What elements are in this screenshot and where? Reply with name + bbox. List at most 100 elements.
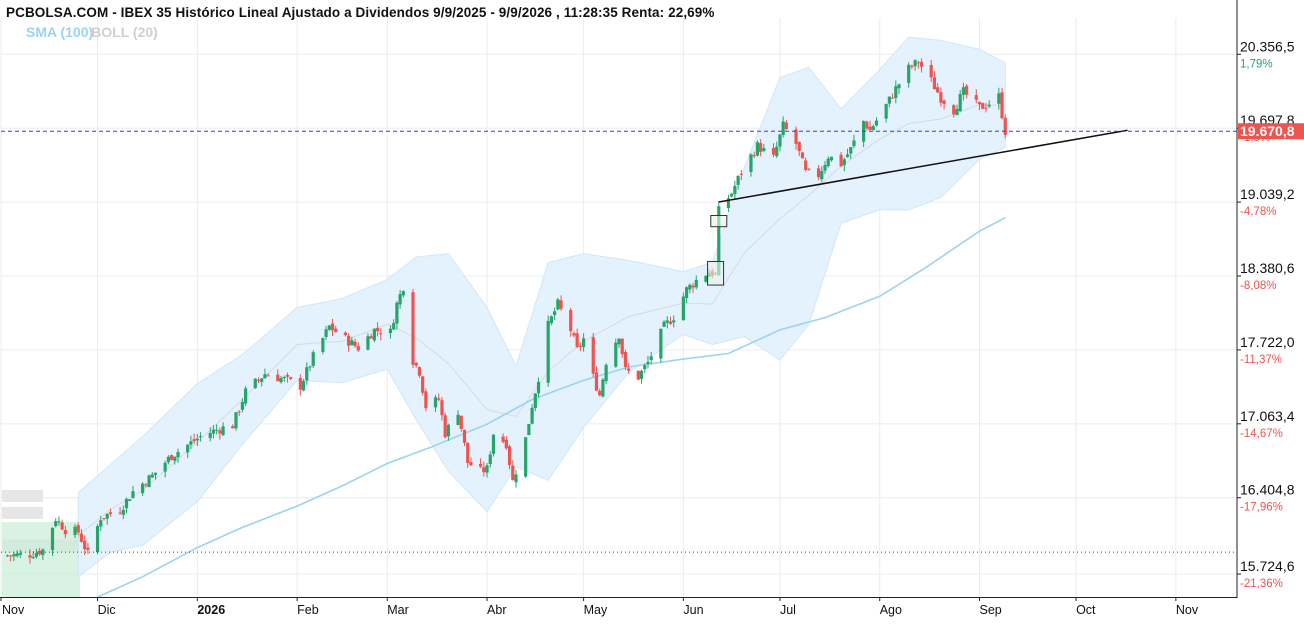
indicator-legend: SMA (100)BOLL (20) <box>26 24 158 40</box>
candle-body <box>95 526 100 553</box>
legend-boll[interactable]: BOLL (20) <box>91 24 158 40</box>
candle-body <box>375 327 380 332</box>
candle-body <box>150 474 154 478</box>
candle-body <box>9 555 13 557</box>
candle-body <box>240 402 245 410</box>
candle-body <box>118 512 122 514</box>
candle-body <box>5 555 10 557</box>
candle-body <box>38 550 42 555</box>
candle-body <box>604 364 608 382</box>
candle-body <box>755 142 760 156</box>
candle-body <box>559 300 563 309</box>
candle-body <box>147 475 151 488</box>
candle-body <box>459 415 463 429</box>
candle-body <box>778 134 782 147</box>
candle-body <box>366 336 370 350</box>
candle-body <box>527 424 531 435</box>
x-tick-label: Abr <box>487 603 506 617</box>
candle-body <box>549 316 554 324</box>
y-tick-label: 16.404,8 <box>1240 482 1295 498</box>
candle-body <box>627 368 631 371</box>
candle-body <box>231 426 235 429</box>
volume-profile-bar <box>2 506 43 519</box>
candle-body <box>334 328 338 333</box>
candle-body <box>173 456 177 461</box>
candle-body <box>581 338 586 348</box>
candle-body <box>215 429 219 431</box>
candle-body <box>79 533 84 542</box>
candle-body <box>852 140 856 147</box>
candle-body <box>417 367 422 376</box>
candle-body <box>823 164 827 171</box>
candle-body <box>266 375 270 377</box>
candle-body <box>57 521 61 523</box>
candle-body <box>916 62 920 64</box>
x-tick-label: Dic <box>98 603 116 617</box>
y-tick-label: 20.356,5 <box>1240 38 1295 54</box>
candle-body <box>639 370 644 379</box>
candle-body <box>958 94 962 111</box>
candle-body <box>31 557 35 559</box>
candle-body <box>942 100 946 104</box>
candle-body <box>108 512 113 514</box>
volume-profile-block <box>2 522 80 597</box>
candle-body <box>63 530 67 535</box>
candle-body <box>533 393 537 408</box>
x-tick-label: Nov <box>1176 603 1199 617</box>
candle-body <box>874 120 879 126</box>
candle-body <box>1000 92 1004 119</box>
candle-body <box>511 465 515 481</box>
candle-body <box>12 554 16 557</box>
candle-body <box>569 309 573 332</box>
candle-body <box>478 463 483 467</box>
candle-body <box>234 412 238 429</box>
candle-body <box>865 121 869 129</box>
candle-body <box>121 509 125 515</box>
candle-body <box>189 441 193 445</box>
candle-body <box>327 325 331 330</box>
candle-body <box>871 126 875 130</box>
candle-body <box>784 122 788 129</box>
candle-body <box>546 320 550 383</box>
bollinger-layer <box>77 36 1006 578</box>
marker-box <box>710 214 728 228</box>
candle-body <box>128 499 132 501</box>
candle-body <box>530 407 534 424</box>
candle-body <box>485 465 489 473</box>
candle-body <box>395 302 399 324</box>
candle-body <box>308 366 312 368</box>
candle-body <box>279 378 283 383</box>
candle-body <box>668 321 673 324</box>
candle-body <box>83 540 87 550</box>
candle-body <box>163 462 167 472</box>
candle-body <box>736 175 740 185</box>
candle-body <box>18 553 22 555</box>
candle-body <box>665 320 669 323</box>
candle-body <box>456 414 460 425</box>
candle-body <box>424 391 428 409</box>
candle-body <box>936 87 940 93</box>
candle-body <box>820 170 824 180</box>
sma-100-line <box>97 216 1006 598</box>
candle-body <box>411 292 415 365</box>
candle-body <box>797 141 801 152</box>
candle-body <box>343 332 348 335</box>
y-tick-pct: -4,78% <box>1240 206 1276 218</box>
last-price-badge <box>1238 123 1304 140</box>
legend-sma[interactable]: SMA (100) <box>26 24 94 40</box>
candle-body <box>60 522 64 530</box>
candle-body <box>804 160 808 170</box>
candle-body <box>662 321 666 327</box>
candle-body <box>598 390 602 396</box>
candle-body <box>919 61 924 67</box>
candle-body <box>260 378 264 382</box>
chart-title: PCBOLSA.COM - IBEX 35 Histórico Lineal A… <box>6 5 715 20</box>
candle-body <box>282 376 286 379</box>
candle-body <box>41 549 45 556</box>
candle-body <box>636 370 640 380</box>
bollinger-middle-line <box>77 103 1006 536</box>
candle-body <box>536 381 541 394</box>
candle-body <box>553 311 557 316</box>
candle-body <box>987 104 991 107</box>
